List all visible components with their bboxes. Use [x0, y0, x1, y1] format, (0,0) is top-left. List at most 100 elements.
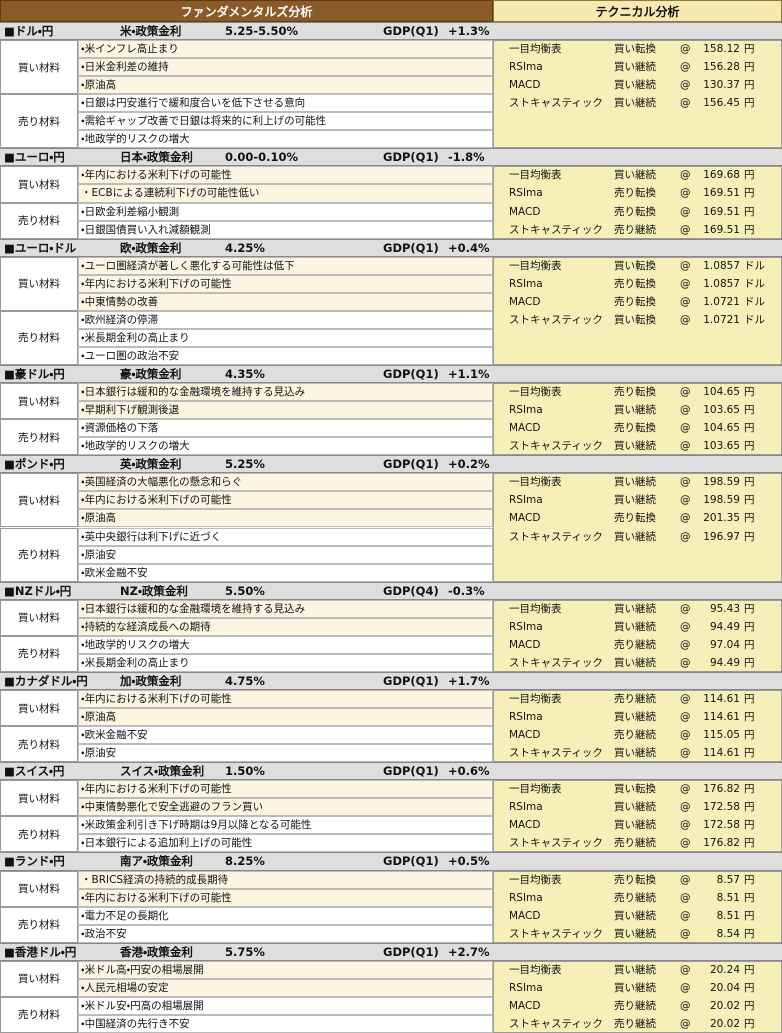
price: 104.65	[703, 386, 740, 399]
sell-label: 売り材料	[0, 419, 78, 456]
policy-rate-label: NZ・政策金利	[120, 583, 188, 598]
unit: ドル	[744, 313, 765, 326]
at-sign: @	[680, 783, 691, 796]
indicator: ストキャスティック	[509, 313, 603, 326]
section-title-bar	[0, 22, 782, 41]
at-sign: @	[680, 404, 691, 417]
indicator: ストキャスティック	[509, 97, 603, 110]
signal: 売り継続	[614, 638, 656, 651]
unit: 円	[744, 819, 755, 832]
signal: 買い継続	[614, 494, 656, 507]
signal: 買い継続	[614, 530, 656, 543]
price: 114.61	[703, 747, 740, 760]
signal: 買い転換	[614, 43, 656, 56]
gdp: +1.1%	[448, 367, 490, 382]
signal: 買い継続	[614, 981, 656, 994]
indicator: 一目均衡表	[509, 476, 562, 489]
at-sign: @	[680, 891, 691, 904]
buy-item: ・早期利下げ観測後退	[78, 401, 493, 420]
at-sign: @	[680, 79, 691, 92]
technical-area	[493, 599, 782, 672]
indicator: MACD	[509, 295, 541, 308]
fundamental-header: ファンダメンタルズ分析	[0, 0, 493, 22]
buy-item: ・年内における米利下げの可能性	[78, 780, 493, 799]
buy-item: ・原油高	[78, 708, 493, 727]
policy-rate-label: スイス・政策金利	[120, 764, 205, 779]
gdp: -1.8%	[448, 150, 485, 165]
price: 169.51	[703, 223, 740, 236]
buy-item: ・ECBによる連続利下げの可能性低い	[78, 184, 493, 203]
sell-item: ・中国経済の先行き不安	[78, 1014, 493, 1033]
unit: 円	[744, 873, 755, 886]
sell-item: ・地政学的リスクの増大	[78, 437, 493, 456]
indicator: RSIma	[509, 801, 543, 814]
technical-area	[493, 256, 782, 365]
buy-item: ・年内における米利下げの可能性	[78, 888, 493, 907]
at-sign: @	[680, 1017, 691, 1030]
at-sign: @	[680, 295, 691, 308]
at-sign: @	[680, 819, 691, 832]
pair: ■スイス・円	[4, 764, 65, 779]
policy-rate: 5.25%	[225, 457, 265, 472]
signal: 売り継続	[614, 1017, 656, 1030]
signal: 売り継続	[614, 837, 656, 850]
gdp-label: GDP(Q1)	[383, 457, 439, 472]
gdp: +0.2%	[448, 457, 490, 472]
at-sign: @	[680, 638, 691, 651]
buy-label: 買い材料	[0, 256, 78, 311]
buy-item: ・年内における米利下げの可能性	[78, 689, 493, 709]
sell-item: ・ユーロ圏の政治不安	[78, 346, 493, 365]
price: 201.35	[703, 512, 740, 525]
sell-label: 売り材料	[0, 94, 78, 149]
buy-label: 買い材料	[0, 960, 78, 997]
at-sign: @	[680, 927, 691, 940]
buy-item: ・年内における米利下げの可能性	[78, 274, 493, 293]
indicator: 一目均衡表	[509, 873, 562, 886]
indicator: 一目均衡表	[509, 386, 562, 399]
signal: 買い継続	[614, 602, 656, 615]
at-sign: @	[680, 999, 691, 1012]
at-sign: @	[680, 277, 691, 290]
sell-item: ・米ドル安・円高の相場展開	[78, 996, 493, 1015]
unit: 円	[744, 43, 755, 56]
buy-label: 買い材料	[0, 473, 78, 528]
unit: 円	[744, 169, 755, 182]
sell-label: 売り材料	[0, 726, 78, 763]
signal: 買い継続	[614, 747, 656, 760]
gdp: +0.5%	[448, 854, 490, 869]
indicator: 一目均衡表	[509, 783, 562, 796]
sell-label: 売り材料	[0, 816, 78, 853]
policy-rate-label: 欧・政策金利	[120, 240, 182, 255]
unit: 円	[744, 783, 755, 796]
sell-label: 売り材料	[0, 527, 78, 582]
sell-item: ・欧州経済の停滞	[78, 310, 493, 329]
indicator: RSIma	[509, 494, 543, 507]
sell-label: 売り材料	[0, 310, 78, 365]
sell-item: ・日欧金利差縮小観測	[78, 202, 493, 221]
price: 103.65	[703, 404, 740, 417]
buy-item: ・ユーロ圏経済が著しく悪化する可能性は低下	[78, 256, 493, 275]
at-sign: @	[680, 620, 691, 633]
signal: 買い継続	[614, 97, 656, 110]
indicator: RSIma	[509, 981, 543, 994]
indicator: ストキャスティック	[509, 927, 603, 940]
indicator: ストキャスティック	[509, 223, 603, 236]
unit: 円	[744, 620, 755, 633]
buy-item: ・人民元相場の安定	[78, 978, 493, 997]
sell-item: ・米長期金利の高止まり	[78, 653, 493, 672]
gdp-label: GDP(Q1)	[383, 24, 439, 38]
at-sign: @	[680, 692, 691, 705]
at-sign: @	[680, 530, 691, 543]
at-sign: @	[680, 97, 691, 110]
signal: 売り転換	[614, 873, 656, 886]
indicator: 一目均衡表	[509, 169, 562, 182]
policy-rate: 5.75%	[225, 944, 265, 959]
signal: 売り継続	[614, 729, 656, 742]
indicator: MACD	[509, 79, 541, 92]
section-title-bar	[0, 762, 782, 781]
section-title-bar	[0, 365, 782, 384]
sell-item: ・資源価格の下落	[78, 419, 493, 438]
unit: 円	[744, 891, 755, 904]
price: 1.0721	[703, 313, 740, 326]
buy-item: ・年内における米利下げの可能性	[78, 166, 493, 185]
